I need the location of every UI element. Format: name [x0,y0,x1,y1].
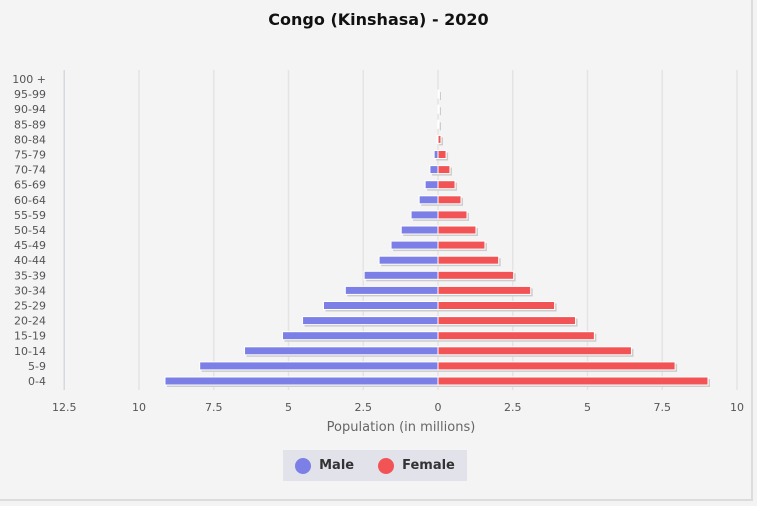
female-bar [437,225,477,235]
chart-title: Congo (Kinshasa) - 2020 [268,10,489,29]
male-bar [400,225,439,235]
y-tick-label: 20-24 [14,315,46,328]
female-bar [437,195,462,205]
x-tick-label: 2.5 [355,401,373,414]
male-bar [433,150,439,159]
x-tick-label: 7.5 [654,401,672,414]
y-tick-label: 0-4 [28,375,46,388]
male-bar [378,255,439,265]
male-bar [282,331,439,341]
female-bar [437,255,500,265]
female-bar [437,285,532,295]
legend: Male Female [283,450,467,481]
female-bar-shadow [440,122,441,131]
female-bar [437,331,595,341]
y-tick-label: 15-19 [14,330,46,343]
y-tick-label: 50-54 [14,224,46,237]
female-bar [437,361,676,371]
y-tick-label: 95-99 [14,88,46,101]
male-bar [429,165,439,175]
y-tick-label: 90-94 [14,103,46,116]
male-bar [164,376,439,386]
female-dot-icon [378,457,395,474]
y-tick-label: 25-29 [14,300,46,313]
x-tick-label: 5 [285,401,292,414]
x-axis-title: Population (in millions) [326,420,476,435]
male-bar [199,361,439,371]
y-tick-label: 10-14 [14,345,46,358]
female-bar [437,346,632,356]
female-bar [437,270,515,280]
female-bar [437,316,577,326]
y-tick-label: 80-84 [14,133,46,146]
male-bar [418,195,439,205]
y-tick-label: 40-44 [14,254,46,267]
male-bar [244,346,439,356]
female-bar [437,119,440,129]
y-tick-label: 55-59 [14,209,46,222]
legend-label-female: Female [402,458,455,473]
y-tick-label: 75-79 [14,149,46,162]
male-bar [390,240,439,250]
y-tick-label: 70-74 [14,164,46,177]
female-bar-shadow [440,92,441,101]
x-tick-label: 10 [132,401,146,414]
x-tick-label: 2.5 [504,401,522,414]
y-tick-label: 35-39 [14,269,46,282]
female-bar-shadow [440,107,441,116]
y-tick-label: 45-49 [14,239,46,252]
y-tick-label: 100 + [12,73,46,86]
x-tick-label: 5 [584,401,591,414]
male-bar [322,301,439,310]
y-tick-label: 85-89 [14,118,46,131]
female-bar [437,104,440,114]
female-bar [437,165,451,175]
male-bar [302,316,439,326]
female-bar [437,301,556,310]
female-bar [437,89,440,99]
legend-label-male: Male [319,458,355,473]
female-bar [437,150,447,159]
x-tick-label: 10 [730,401,744,414]
female-bar [437,240,486,250]
x-tick-label: 12.5 [52,401,77,414]
legend-item-female[interactable]: Female [378,457,455,474]
y-tick-label: 30-34 [14,284,46,297]
legend-item-male[interactable]: Male [295,457,355,474]
y-tick-label: 60-64 [14,194,46,207]
female-bar [437,376,709,386]
male-bar [363,270,439,280]
y-tick-label: 65-69 [14,179,46,192]
female-bar-shadow [440,137,443,146]
y-tick-label: 5-9 [28,360,46,373]
female-bar [437,180,456,190]
male-bar [410,210,439,220]
male-dot-icon [295,457,312,474]
male-bar [344,285,439,295]
x-tick-label: 7.5 [205,401,223,414]
x-tick-label: 0 [435,401,442,414]
female-bar [437,134,442,144]
female-bar [437,210,468,220]
male-bar [424,180,439,190]
